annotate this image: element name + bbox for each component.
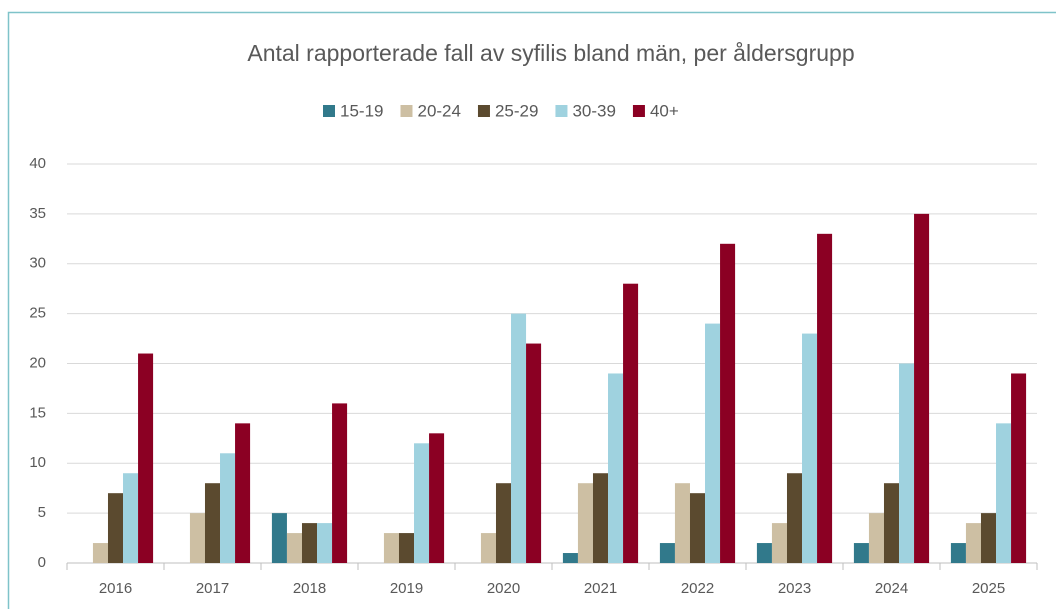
bar [189,513,205,563]
bar [592,473,609,563]
y-tick-label: 35 [29,205,46,222]
y-tick-label: 5 [38,504,46,521]
x-tick-label: 2019 [390,580,423,597]
bar [526,343,542,563]
bar [92,543,108,563]
legend-label: 25-29 [495,101,538,120]
bar [562,553,578,563]
bar [577,483,593,563]
x-tick-label: 2020 [487,580,520,597]
bar [414,443,430,563]
bar [1011,373,1027,563]
chart-title: Antal rapporterade fall av syfilis bland… [247,40,854,66]
x-tick-label: 2025 [972,580,1005,597]
x-tick-label: 2022 [681,580,714,597]
bar [771,523,787,563]
bar [138,353,154,563]
bar [429,433,445,563]
bar [235,423,251,563]
y-tick-label: 0 [38,554,46,571]
bar [996,423,1012,563]
bar [383,533,399,563]
legend-label: 15-19 [340,101,383,120]
bar [204,483,221,563]
y-tick-label: 40 [29,155,46,172]
legend-swatch [323,105,335,117]
x-tick-label: 2023 [778,580,811,597]
bar [720,243,736,564]
bar [756,543,772,563]
chart-frame [7,11,1056,609]
bar [271,513,287,563]
bar [980,513,997,563]
bar [914,213,930,563]
bar [301,523,318,563]
y-tick-label: 25 [29,305,46,322]
bar [689,493,706,563]
legend-label: 30-39 [572,101,615,120]
bar [286,533,302,563]
bar [220,453,236,563]
x-tick-label: 2024 [875,580,908,597]
bar [495,483,512,563]
legend-swatch [632,105,645,117]
legend-label: 40+ [650,101,679,120]
bar [899,363,915,563]
bar [608,373,624,563]
bar [950,543,966,563]
bar [398,533,415,563]
x-tick-label: 2017 [196,580,229,597]
bar [802,333,818,563]
legend-swatch [477,105,490,117]
bar [659,543,675,563]
bar [332,403,348,563]
bar [107,493,124,563]
bar [817,233,833,563]
bar [674,483,690,563]
legend-swatch [555,105,568,117]
bar [786,473,803,563]
bar [883,483,900,563]
bar [511,313,527,563]
x-tick-label: 2018 [293,580,326,597]
legend-label: 20-24 [417,101,460,120]
bar [480,533,496,563]
y-tick-label: 10 [29,454,46,471]
bar [705,323,721,563]
x-tick-label: 2016 [99,580,132,597]
y-tick-label: 20 [29,354,46,371]
bar [868,513,884,563]
legend-swatch [400,105,413,117]
bar [123,473,139,563]
x-tick-label: 2021 [584,580,617,597]
y-tick-label: 30 [29,255,46,272]
bar [623,283,639,563]
bar [317,523,333,563]
bar [965,523,981,563]
y-tick-label: 15 [29,404,46,421]
bar [853,543,869,563]
